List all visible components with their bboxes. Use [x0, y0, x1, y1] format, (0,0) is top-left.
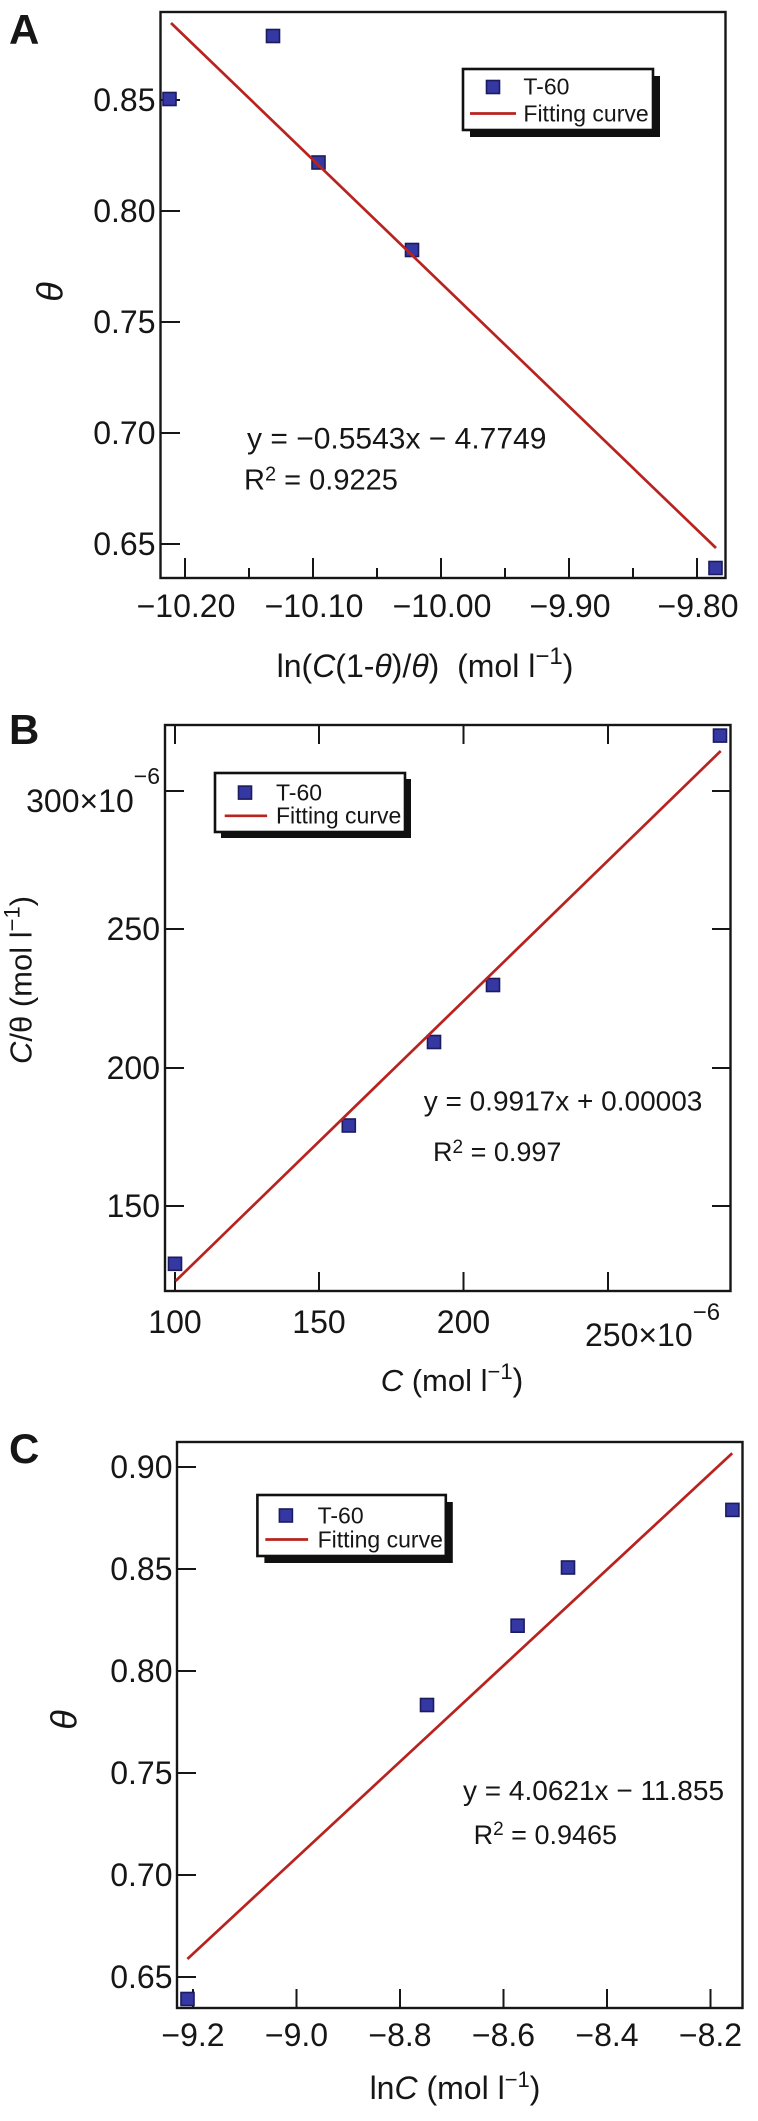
svg-text:−10.00: −10.00 — [393, 588, 492, 624]
svg-text:−8.8: −8.8 — [368, 2017, 431, 2053]
svg-text:R2 = 0.9225: R2 = 0.9225 — [244, 464, 398, 497]
svg-text:T-60: T-60 — [276, 780, 322, 806]
svg-text:−9.90: −9.90 — [530, 588, 611, 624]
svg-text:0.85: 0.85 — [93, 82, 155, 118]
svg-text:0.65: 0.65 — [93, 526, 155, 562]
svg-text:0.65: 0.65 — [110, 1959, 172, 1995]
svg-text:R2 = 0.9465: R2 = 0.9465 — [474, 1819, 617, 1850]
svg-text:C: C — [9, 1425, 39, 1472]
svg-text:T-60: T-60 — [318, 1502, 364, 1528]
svg-text:0.70: 0.70 — [93, 415, 155, 451]
svg-text:R2 = 0.997: R2 = 0.997 — [433, 1137, 561, 1167]
svg-text:y = −0.5543x − 4.7749: y = −0.5543x − 4.7749 — [247, 423, 546, 456]
svg-text:150: 150 — [107, 1188, 160, 1224]
svg-text:−9.2: −9.2 — [161, 2017, 224, 2053]
svg-text:0.90: 0.90 — [110, 1449, 172, 1485]
svg-text:0.80: 0.80 — [110, 1653, 172, 1689]
svg-text:200: 200 — [437, 1304, 490, 1340]
svg-text:200: 200 — [107, 1050, 160, 1086]
svg-text:250: 250 — [107, 911, 160, 947]
svg-text:T-60: T-60 — [523, 74, 569, 100]
svg-text:θ: θ — [30, 282, 71, 302]
svg-text:C (mol l−1): C (mol l−1) — [381, 1359, 524, 1398]
svg-text:−9.80: −9.80 — [658, 588, 739, 624]
svg-text:−10.20: −10.20 — [137, 588, 236, 624]
svg-text:y = 0.9917x + 0.00003: y = 0.9917x + 0.00003 — [424, 1086, 703, 1117]
svg-text:Fitting curve: Fitting curve — [523, 100, 648, 126]
svg-text:0.70: 0.70 — [110, 1857, 172, 1893]
svg-text:−8.6: −8.6 — [472, 2017, 535, 2053]
svg-text:Fitting curve: Fitting curve — [276, 803, 401, 829]
svg-text:y = 4.0621x − 11.855: y = 4.0621x − 11.855 — [463, 1775, 724, 1806]
svg-text:A: A — [9, 6, 39, 53]
svg-text:−8.4: −8.4 — [575, 2017, 638, 2053]
svg-text:100: 100 — [148, 1304, 201, 1340]
svg-text:0.85: 0.85 — [110, 1551, 172, 1587]
svg-text:−8.2: −8.2 — [679, 2017, 742, 2053]
svg-text:B: B — [9, 706, 39, 753]
svg-text:0.75: 0.75 — [93, 304, 155, 340]
svg-text:Fitting curve: Fitting curve — [318, 1526, 443, 1552]
svg-text:−9.0: −9.0 — [265, 2017, 328, 2053]
svg-text:0.75: 0.75 — [110, 1755, 172, 1791]
svg-text:150: 150 — [292, 1304, 345, 1340]
svg-text:−10.10: −10.10 — [265, 588, 364, 624]
svg-text:ln(C(1-θ)/θ) (mol l−1): ln(C(1-θ)/θ) (mol l−1) — [277, 643, 574, 684]
svg-text:C/θ (mol l−1): C/θ (mol l−1) — [0, 896, 39, 1064]
svg-text:θ: θ — [44, 1710, 85, 1730]
svg-text:0.80: 0.80 — [93, 193, 155, 229]
